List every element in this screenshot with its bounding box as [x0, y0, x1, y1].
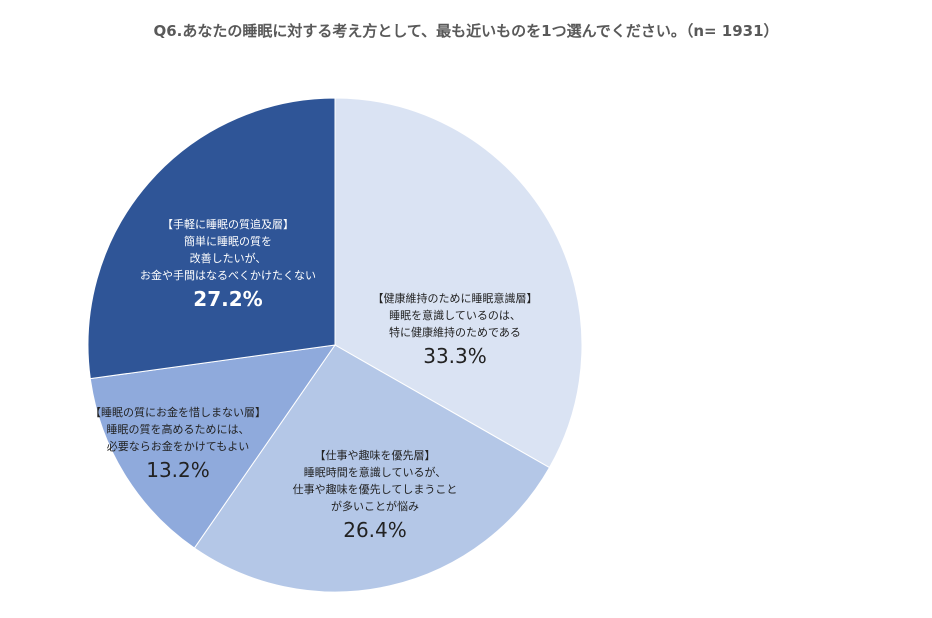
pie-slice-0 — [334, 97, 583, 469]
slice-label-line: が多いことが悩み — [330, 500, 419, 513]
chart-title: Q6.あなたの睡眠に対する考え方として、最も近いものを1つ選んでください。（n=… — [153, 22, 779, 40]
slice-label-line: 【睡眠の質にお金を惜しまない層】 — [90, 406, 266, 419]
slice-label-line: 【手軽に睡眠の質追及層】 — [162, 218, 294, 231]
slice-label-1: 【仕事や趣味を優先層】 睡眠時間を意識しているが、 仕事や趣味を優先してしまうことが… — [293, 447, 458, 545]
slice-label-line: お金や手間はなるべくかけたくない — [140, 269, 316, 282]
slice-label-line: 【健康維持のために睡眠意識層】 — [372, 292, 538, 305]
slice-label-0: 【健康維持のために睡眠意識層】 睡眠を意識しているのは、 特に健康維持のためである 3… — [373, 290, 538, 371]
pie-slice-1 — [193, 344, 551, 593]
slice-label-line: 仕事や趣味を優先してしまうこと — [292, 483, 458, 496]
slice-label-line: 必要ならお金をかけてもよい — [106, 440, 250, 453]
slice-label-2: 【睡眠の質にお金を惜しまない層】 睡眠の質を高めるためには、 必要ならお金をかけても… — [90, 404, 266, 485]
slice-percent-label: 27.2% — [193, 287, 263, 311]
slice-label-3: 【手軽に睡眠の質追及層】 簡単に睡眠の質を 改善したいが、お金や手間はなるべくかけた… — [140, 216, 316, 314]
slice-percent-label: 13.2% — [146, 458, 210, 482]
slice-percent-label: 33.3% — [423, 344, 487, 368]
slice-percent-label: 26.4% — [343, 518, 407, 542]
slice-label-line: 改善したいが、 — [189, 252, 267, 265]
slice-label-line: 特に健康維持のためである — [389, 326, 521, 339]
slice-label-line: 簡単に睡眠の質を — [184, 235, 272, 248]
pie-slice-3 — [87, 97, 336, 380]
pie-slice-2 — [89, 344, 337, 549]
slice-label-line: 睡眠を意識しているのは、 — [389, 309, 521, 322]
slice-label-line: 睡眠時間を意識しているが、 — [303, 466, 447, 479]
slice-label-line: 【仕事や趣味を優先層】 — [314, 449, 436, 462]
slice-label-line: 睡眠の質を高めるためには、 — [106, 423, 250, 436]
